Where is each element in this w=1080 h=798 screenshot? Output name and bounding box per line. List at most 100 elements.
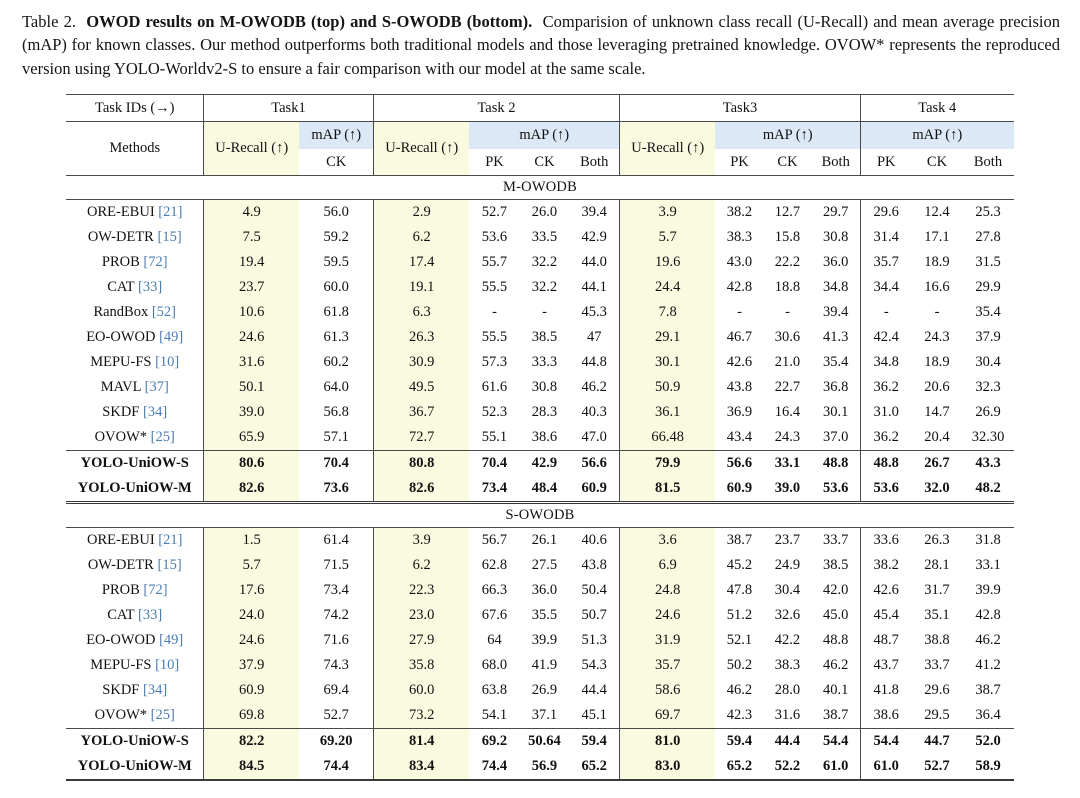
value-cell: 4.9	[203, 199, 300, 226]
citation-link[interactable]: [10]	[155, 354, 180, 371]
table-row: MAVL [37] 50.1 64.0 49.5 61.6 30.8 46.2 50.9 43.…	[66, 375, 1013, 401]
citation-link[interactable]: [25]	[150, 707, 175, 724]
value-cell: 42.9	[519, 450, 570, 477]
value-cell: -	[737, 304, 742, 321]
method-cell: PROB [72]	[66, 250, 204, 276]
citation-link[interactable]: [34]	[143, 404, 168, 421]
value-cell: 18.9	[924, 354, 950, 371]
value-cell: 39.0	[763, 476, 812, 505]
value-cell: 57.3	[481, 354, 508, 371]
value-cell: 56.7	[481, 532, 508, 549]
citation-link[interactable]: [49]	[159, 329, 184, 346]
value-cell: 36.2	[873, 429, 899, 446]
citation-link[interactable]: [37]	[144, 379, 169, 396]
value-cell: 38.3	[726, 229, 753, 246]
value-cell: 26.3	[924, 532, 950, 549]
citation-link[interactable]: [49]	[159, 632, 184, 649]
value-cell: 43.0	[726, 254, 753, 271]
table-row: RandBox [52] 10.6 61.8 6.3- -45.3 7.8- -39.4- -…	[66, 300, 1013, 326]
citation-link[interactable]: [10]	[155, 657, 180, 674]
value-cell: 52.3	[481, 404, 508, 421]
value-cell: 14.7	[924, 404, 950, 421]
value-cell: 33.3	[531, 354, 558, 371]
citation-link[interactable]: [21]	[158, 532, 183, 549]
method-name: YOLO-UniOW-S	[80, 733, 189, 750]
value-cell: -	[492, 304, 497, 321]
table-row: MEPU-FS [10] 37.9 74.3 35.8 68.0 41.9 54.3 35.7…	[66, 653, 1013, 679]
method-cell: PROB [72]	[66, 578, 204, 604]
value-cell: 38.7	[975, 682, 1001, 699]
value-cell: 36.2	[873, 379, 899, 396]
value-cell: 24.3	[924, 329, 950, 346]
table-row: PROB [72] 17.6 73.4 22.3 66.3 36.0 50.4 24.8 47.…	[66, 578, 1013, 604]
value-cell: 36.8	[811, 375, 861, 401]
value-cell: 56.6	[569, 450, 620, 477]
value-cell: 83.0	[619, 754, 716, 782]
value-cell: 42.4	[873, 329, 899, 346]
value-cell: 65.2	[569, 754, 620, 782]
value-cell: 60.9	[569, 476, 620, 505]
method-name: YOLO-UniOW-M	[77, 758, 192, 775]
value-cell: 36.0	[811, 250, 861, 276]
citation-link[interactable]: [21]	[158, 204, 183, 221]
citation-link[interactable]: [52]	[151, 304, 177, 321]
value-cell: 30.4	[975, 354, 1001, 371]
task4-both-subheader: Both	[962, 149, 1014, 177]
method-name: PROB	[101, 582, 140, 599]
citation-link[interactable]: [33]	[138, 607, 163, 624]
table-row: SKDF [34] 60.9 69.4 60.0 63.8 26.9 44.4 58.6 46.…	[66, 678, 1013, 704]
value-cell: 52.7	[481, 204, 508, 221]
value-cell: 16.4	[774, 404, 801, 421]
value-cell: 35.4	[975, 304, 1001, 321]
value-cell: 6.2	[373, 225, 470, 251]
value-cell: 30.1	[619, 350, 716, 376]
value-cell: 40.6	[569, 527, 620, 554]
owod-results-table: Task IDs (→) Task1 Task 2 Task3 Task 4 M…	[66, 94, 1014, 782]
citation-link[interactable]: [33]	[138, 279, 163, 296]
value-cell: 41.9	[531, 657, 558, 674]
task3-ck-subheader: CK	[763, 149, 812, 177]
task4-ck-subheader: CK	[911, 149, 963, 177]
value-cell: 26.7	[911, 450, 963, 477]
value-cell: 43.4	[726, 429, 753, 446]
value-cell: 36.9	[726, 404, 753, 421]
value-cell: 16.6	[924, 279, 950, 296]
value-cell: 43.8	[569, 553, 620, 579]
value-cell: 35.7	[619, 653, 716, 679]
task-ids-label: Task IDs (→)	[66, 94, 204, 123]
value-cell: 32.0	[911, 476, 963, 505]
value-cell: 44.7	[911, 728, 963, 755]
task3-both-subheader: Both	[811, 149, 861, 177]
value-cell: 59.5	[299, 250, 374, 276]
method-name: ORE-EBUI	[87, 204, 155, 221]
value-cell: 66.3	[481, 582, 508, 599]
value-cell: 61.8	[299, 300, 374, 326]
citation-link[interactable]: [72]	[143, 254, 168, 271]
value-cell: 48.4	[519, 476, 570, 505]
value-cell: 27.9	[373, 628, 470, 654]
value-cell: 48.2	[962, 476, 1014, 505]
value-cell: 24.6	[203, 325, 300, 351]
citation-link[interactable]: [25]	[150, 429, 175, 446]
task3-group-header: Task3	[619, 94, 861, 123]
value-cell: 60.9	[203, 678, 300, 704]
value-cell: 33.7	[811, 527, 861, 554]
citation-link[interactable]: [15]	[157, 229, 182, 246]
value-cell: 50.1	[203, 375, 300, 401]
citation-link[interactable]: [72]	[143, 582, 168, 599]
value-cell: 73.4	[299, 578, 374, 604]
value-cell: 29.5	[924, 707, 950, 724]
value-cell: 32.3	[975, 379, 1001, 396]
value-cell: 68.0	[481, 657, 508, 674]
value-cell: 44.4	[763, 728, 812, 755]
value-cell: 46.2	[569, 375, 620, 401]
value-cell: 81.0	[619, 728, 716, 755]
value-cell: 34.4	[873, 279, 899, 296]
value-cell: 10.6	[203, 300, 300, 326]
value-cell: 31.5	[975, 254, 1001, 271]
citation-link[interactable]: [34]	[143, 682, 168, 699]
value-cell: 28.1	[924, 557, 950, 574]
citation-link[interactable]: [15]	[157, 557, 182, 574]
value-cell: 50.7	[569, 603, 620, 629]
value-cell: 24.6	[619, 603, 716, 629]
